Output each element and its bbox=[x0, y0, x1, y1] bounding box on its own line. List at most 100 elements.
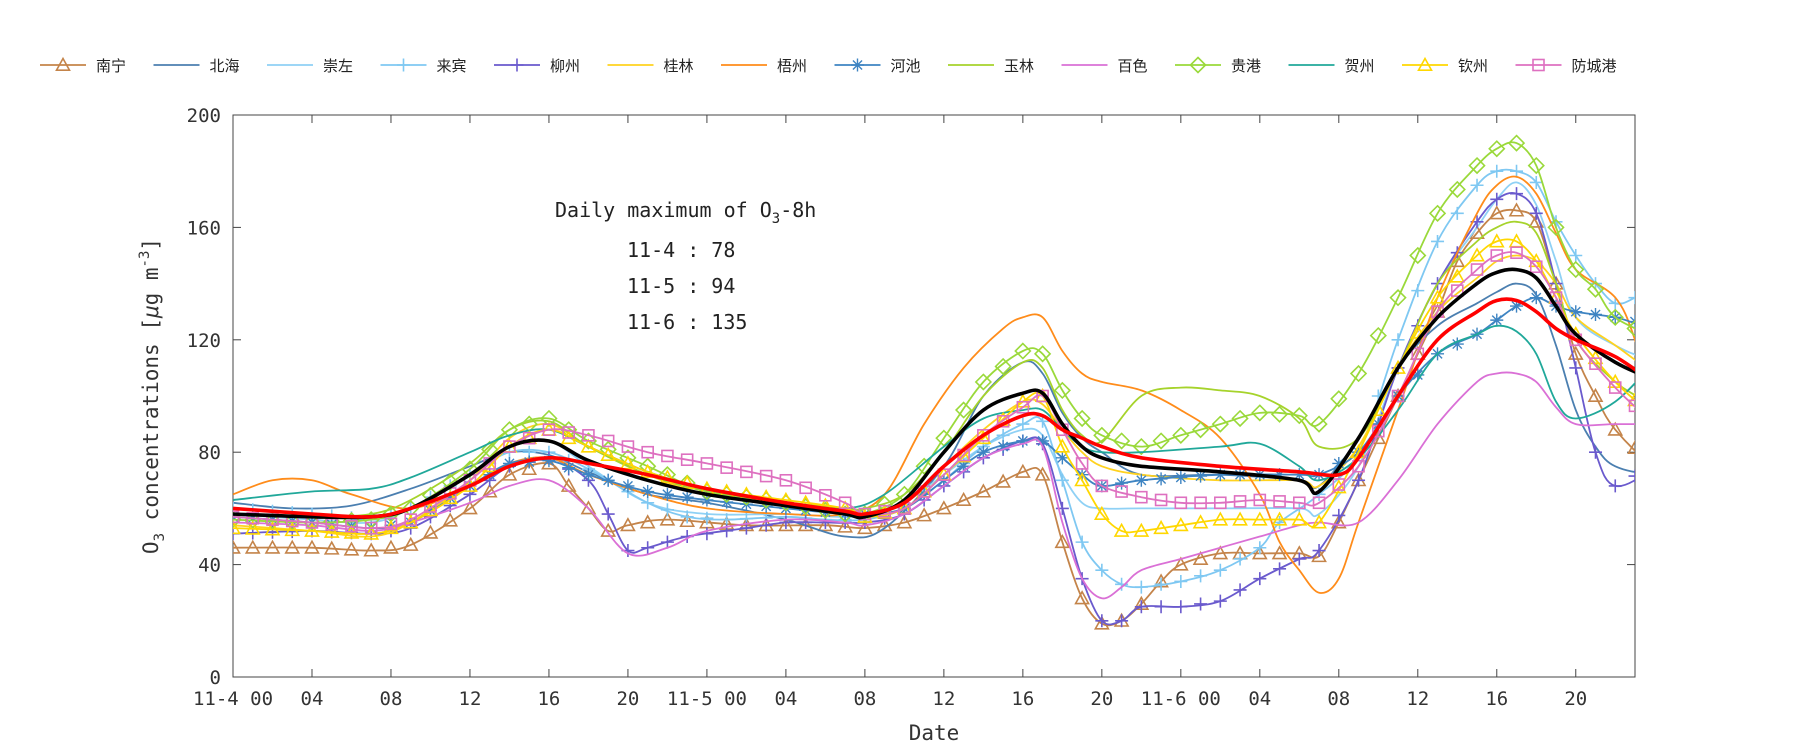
series-marker bbox=[680, 453, 694, 466]
series-marker bbox=[1211, 415, 1229, 433]
series-marker bbox=[641, 541, 655, 555]
series-marker bbox=[1470, 263, 1484, 276]
series-marker bbox=[680, 510, 694, 524]
legend-label: 南宁 bbox=[96, 57, 126, 75]
series-marker bbox=[1527, 156, 1545, 175]
series-marker bbox=[1194, 597, 1208, 611]
series-marker bbox=[1411, 368, 1425, 382]
y-tick-label: 80 bbox=[198, 442, 221, 464]
series-marker bbox=[1134, 600, 1148, 614]
series-marker bbox=[1036, 389, 1049, 403]
series-marker bbox=[779, 515, 793, 529]
series-marker bbox=[779, 501, 793, 515]
series-marker bbox=[996, 440, 1010, 454]
x-tick-label: 20 bbox=[616, 688, 639, 710]
series-marker bbox=[700, 457, 714, 470]
legend-label: 百色 bbox=[1118, 57, 1148, 75]
series-marker bbox=[1490, 313, 1504, 327]
legend: 南宁 北海 崇左 来宾 柳州 桂林 梧州 河池 玉林 百色 贵港 贺州 钦州 防城港 bbox=[40, 56, 1617, 75]
series-3 bbox=[233, 164, 1635, 594]
series-marker bbox=[1488, 205, 1505, 220]
series-marker bbox=[503, 440, 516, 453]
y-tick-label: 40 bbox=[198, 555, 221, 577]
series-marker bbox=[1450, 206, 1464, 220]
series-marker bbox=[975, 483, 992, 498]
series-marker bbox=[995, 473, 1011, 488]
x-tick-label: 12 bbox=[932, 688, 955, 710]
series-marker bbox=[1330, 479, 1347, 494]
series-marker bbox=[1214, 496, 1227, 510]
series-marker bbox=[1488, 233, 1505, 248]
x-tick-label: 16 bbox=[1011, 688, 1034, 710]
x-tick-label: 16 bbox=[537, 688, 560, 710]
series-marker bbox=[720, 513, 734, 527]
series-marker bbox=[1075, 457, 1089, 470]
series-marker bbox=[542, 454, 556, 468]
series-marker bbox=[1490, 249, 1504, 262]
series-marker bbox=[661, 449, 674, 463]
series-marker bbox=[621, 440, 635, 453]
daily-max-annotation: Daily maximum of O3-8h 11-4 : 78 11-5 : … bbox=[555, 198, 816, 334]
legend-marker bbox=[397, 58, 410, 72]
x-tick-label: 08 bbox=[1327, 688, 1350, 710]
series-marker bbox=[1273, 495, 1286, 508]
series-marker bbox=[1450, 284, 1464, 297]
series-marker bbox=[580, 438, 597, 453]
x-tick-label: 16 bbox=[1485, 688, 1508, 710]
legend-item: 来宾 bbox=[380, 57, 467, 75]
series-marker bbox=[284, 539, 301, 554]
legend-marker bbox=[1532, 58, 1545, 72]
series-marker bbox=[700, 511, 714, 525]
legend-marker bbox=[510, 58, 524, 72]
series-line bbox=[233, 238, 1635, 535]
series-marker bbox=[1172, 517, 1189, 532]
series-marker bbox=[1093, 426, 1111, 444]
series-line bbox=[233, 324, 1635, 510]
series-marker bbox=[502, 456, 516, 470]
series-marker bbox=[1154, 600, 1168, 614]
series-marker bbox=[1273, 562, 1287, 576]
series-marker bbox=[641, 485, 655, 499]
series-marker bbox=[1054, 533, 1071, 549]
series-marker bbox=[1310, 415, 1328, 433]
series-marker bbox=[521, 460, 538, 476]
series-marker bbox=[1292, 552, 1306, 566]
series-marker bbox=[383, 539, 399, 554]
series-marker bbox=[601, 434, 615, 448]
series-marker bbox=[857, 519, 873, 535]
series-marker bbox=[779, 473, 793, 487]
series-marker bbox=[244, 539, 261, 554]
series-marker bbox=[1133, 522, 1150, 537]
legend-item: 玉林 bbox=[948, 57, 1034, 75]
series-marker bbox=[1093, 505, 1110, 521]
series-marker bbox=[659, 511, 676, 526]
series-marker bbox=[619, 449, 637, 467]
series-marker bbox=[1251, 511, 1268, 526]
series-marker bbox=[1569, 305, 1583, 319]
x-tick-label: 11-6 00 bbox=[1141, 688, 1221, 710]
series-marker bbox=[1095, 614, 1109, 628]
series-marker bbox=[1194, 569, 1208, 583]
series-marker bbox=[1271, 511, 1288, 526]
series-marker bbox=[1330, 514, 1347, 529]
legend-marker bbox=[55, 56, 71, 71]
series-marker bbox=[1152, 432, 1170, 450]
series-marker bbox=[1036, 434, 1050, 448]
series-marker bbox=[1312, 544, 1326, 558]
series-marker bbox=[1033, 345, 1052, 363]
series-marker bbox=[1608, 381, 1622, 394]
series-marker bbox=[1510, 187, 1524, 201]
x-tick-label: 04 bbox=[301, 688, 324, 710]
series-marker bbox=[1589, 357, 1602, 370]
series-marker bbox=[1431, 234, 1445, 248]
x-tick-label: 20 bbox=[1564, 688, 1587, 710]
legend-item: 崇左 bbox=[267, 57, 353, 75]
series-marker bbox=[323, 523, 340, 538]
legend-item: 南宁 bbox=[40, 56, 126, 75]
series-marker bbox=[304, 522, 320, 537]
series-7 bbox=[233, 291, 1635, 535]
legend-item: 百色 bbox=[1061, 57, 1148, 75]
y-tick-label: 160 bbox=[187, 217, 221, 239]
series-marker bbox=[1095, 479, 1109, 493]
